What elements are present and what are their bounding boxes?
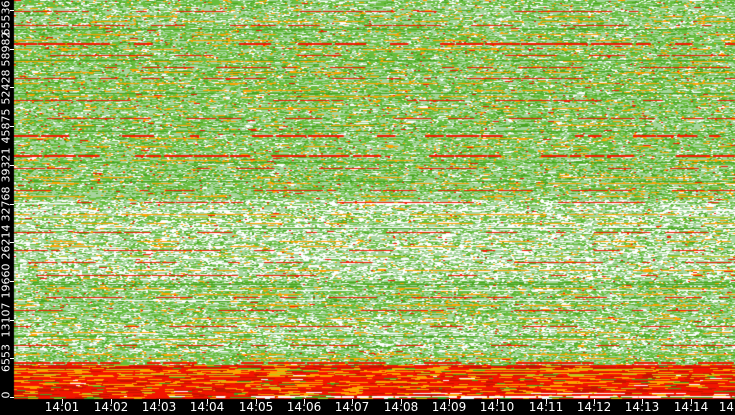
x-tick — [256, 399, 257, 404]
y-tick — [10, 204, 14, 205]
x-tick — [304, 399, 305, 404]
y-tick-label: 32768 — [0, 186, 13, 221]
x-tick — [449, 399, 450, 404]
y-tick — [10, 126, 14, 127]
y-tick-label: 45875 — [0, 108, 13, 144]
y-tick-label: 19660 — [0, 263, 13, 299]
y-tick — [10, 10, 14, 11]
y-tick — [10, 242, 14, 243]
x-tick-label: 14:12 — [576, 400, 612, 414]
x-tick — [691, 399, 692, 404]
x-tick — [497, 399, 498, 404]
x-tick-label: 14:06 — [286, 400, 322, 414]
x-tick-label: 14:04 — [189, 400, 225, 414]
x-tick-label-edge: 14 — [718, 400, 734, 414]
x-tick — [111, 399, 112, 404]
x-tick — [401, 399, 402, 404]
y-tick-label: 13107 — [0, 302, 13, 338]
x-tick — [546, 399, 547, 404]
x-tick-label: 14:09 — [431, 400, 467, 414]
y-tick — [10, 165, 14, 166]
x-tick-label: 14:14 — [673, 400, 709, 414]
x-tick-label: 14:03 — [141, 400, 177, 414]
y-tick-label: 0 — [0, 391, 13, 399]
x-tick — [62, 399, 63, 404]
y-tick-label: 26214 — [0, 224, 13, 260]
x-tick — [352, 399, 353, 404]
x-tick — [159, 399, 160, 404]
y-tick-label: 39321 — [0, 147, 13, 183]
x-tick-label: 14:10 — [479, 400, 515, 414]
x-tick-label: 14:02 — [93, 400, 129, 414]
y-tick — [10, 397, 14, 398]
x-tick — [642, 399, 643, 404]
x-tick-label: 14:11 — [528, 400, 564, 414]
x-tick — [594, 399, 595, 404]
y-tick — [10, 87, 14, 88]
x-tick-label: 14:08 — [383, 400, 419, 414]
y-tick-label: 6553 — [0, 344, 13, 373]
y-tick — [10, 281, 14, 282]
x-tick — [207, 399, 208, 404]
y-tick-label: 52428 — [0, 69, 13, 105]
y-tick-label: 58982 — [0, 31, 13, 67]
x-tick-label: 14:07 — [334, 400, 370, 414]
x-tick-label: 14:13 — [624, 400, 660, 414]
y-tick-label: 65536 — [0, 0, 13, 35]
y-tick — [10, 49, 14, 50]
x-tick-label: 14:05 — [238, 400, 274, 414]
y-tick — [10, 358, 14, 359]
x-tick-label: 14:01 — [44, 400, 80, 414]
y-tick — [10, 320, 14, 321]
